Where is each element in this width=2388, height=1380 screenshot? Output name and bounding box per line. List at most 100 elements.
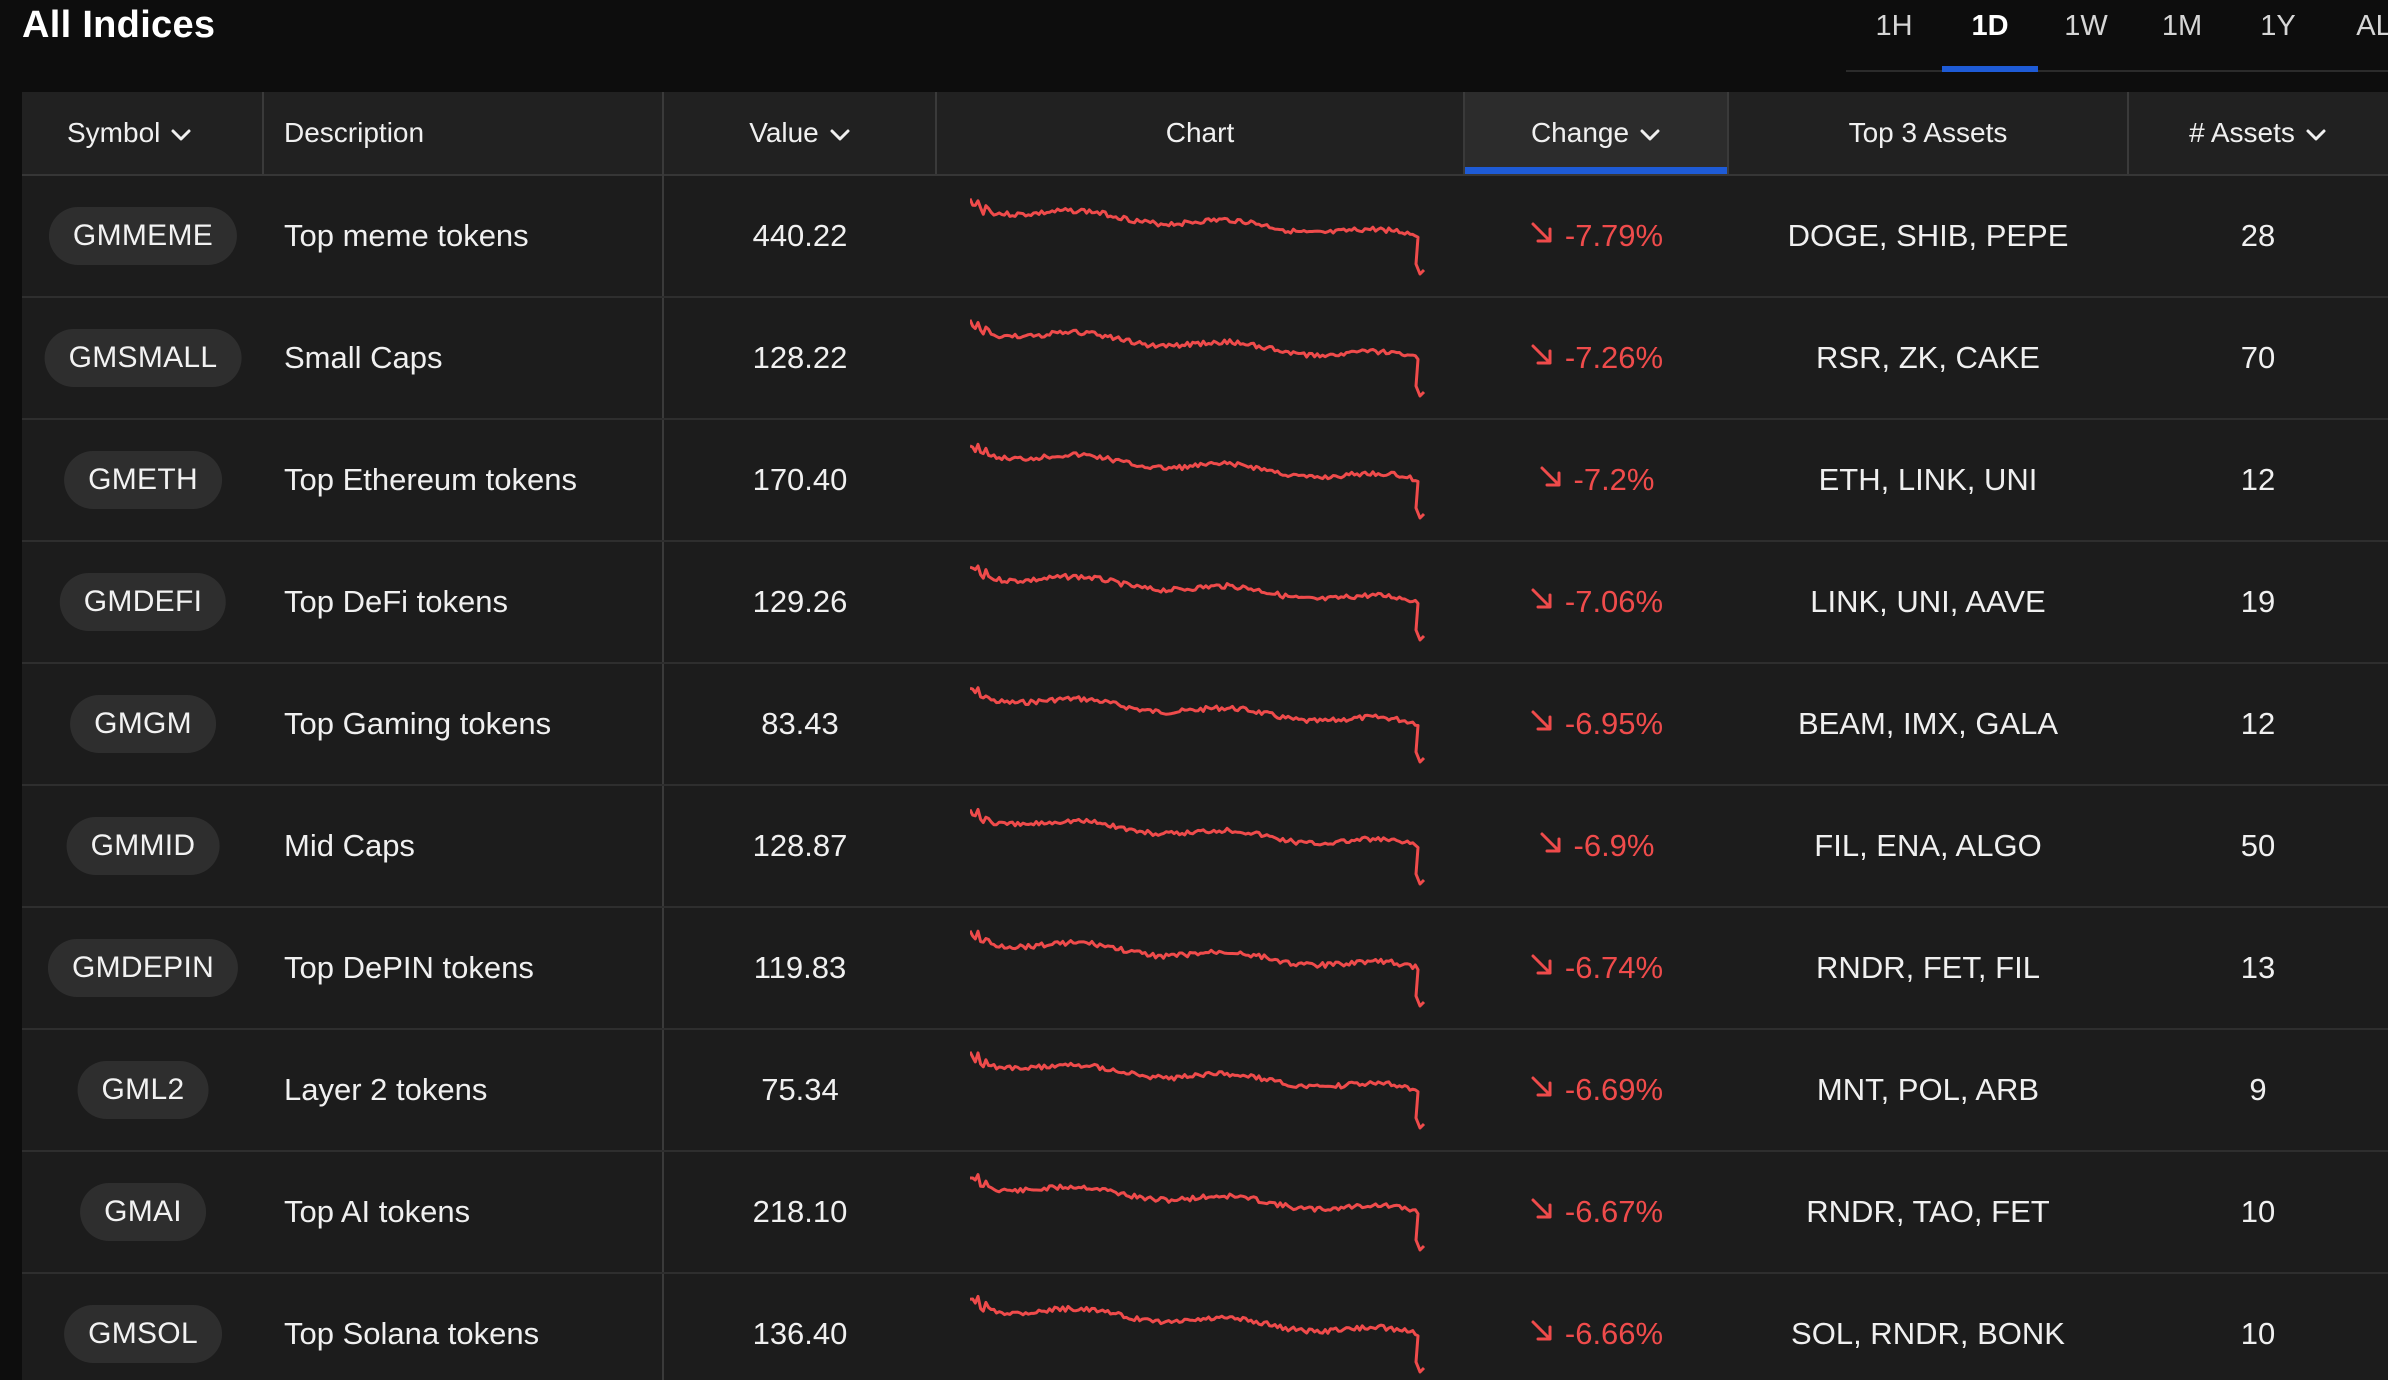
num-assets-cell: 12 <box>2240 462 2276 497</box>
top-assets-cell: RNDR, TAO, FET <box>1806 1194 2050 1229</box>
symbol-badge[interactable]: GMMEME <box>48 207 238 265</box>
sparkline-chart <box>970 1294 1426 1374</box>
top-assets-cell: RNDR, FET, FIL <box>1816 950 2040 985</box>
tab-al[interactable]: AL <box>2356 10 2388 42</box>
tab-1h[interactable]: 1H <box>1875 10 1913 42</box>
description-cell: Top meme tokens <box>284 218 529 253</box>
num-assets-cell: 10 <box>2240 1316 2276 1351</box>
change-value: -6.67% <box>1564 1194 1664 1229</box>
change-cell: -6.95% <box>1464 664 1728 784</box>
tab-1m[interactable]: 1M <box>2161 10 2203 42</box>
table-row[interactable]: GMMID Mid Caps 128.87 -6.9% FIL, ENA, AL… <box>22 786 2388 908</box>
num-assets-cell: 12 <box>2240 706 2276 741</box>
change-cell: -7.79% <box>1464 176 1728 296</box>
description-cell: Layer 2 tokens <box>284 1072 488 1107</box>
column-header-change[interactable]: Change <box>1464 92 1728 174</box>
arrow-down-right-icon <box>1529 176 1555 296</box>
arrow-down-right-icon <box>1529 1152 1555 1272</box>
tab-1d[interactable]: 1D <box>1942 0 2038 72</box>
top-assets-cell: DOGE, SHIB, PEPE <box>1787 218 2069 253</box>
column-divider <box>1463 92 1465 174</box>
table-row[interactable]: GMDEPIN Top DePIN tokens 119.83 -6.74% R… <box>22 908 2388 1030</box>
chevron-down-icon <box>2305 92 2327 174</box>
column-header-top-assets-label: Top 3 Assets <box>1848 117 2008 148</box>
symbol-badge[interactable]: GMDEFI <box>59 573 227 631</box>
description-cell: Top DePIN tokens <box>284 950 534 985</box>
symbol-badge[interactable]: GMSOL <box>64 1305 222 1363</box>
change-value: -7.06% <box>1564 584 1664 619</box>
symbol-badge[interactable]: GMDEPIN <box>47 939 239 997</box>
change-cell: -6.67% <box>1464 1152 1728 1272</box>
column-divider <box>1727 92 1729 174</box>
column-header-symbol[interactable]: Symbol <box>67 92 257 174</box>
chevron-down-icon <box>170 92 192 174</box>
tab-1w[interactable]: 1W <box>2064 10 2108 42</box>
column-header-num-assets[interactable]: # Assets <box>2128 92 2388 174</box>
column-header-num-assets-label: # Assets <box>2189 117 2295 148</box>
description-cell: Top AI tokens <box>284 1194 471 1229</box>
arrow-down-right-icon <box>1529 1274 1555 1380</box>
symbol-badge[interactable]: GMAI <box>80 1183 206 1241</box>
top-assets-cell: LINK, UNI, AAVE <box>1810 584 2046 619</box>
table-row[interactable]: GMSOL Top Solana tokens 136.40 -6.66% SO… <box>22 1274 2388 1380</box>
top-assets-cell: FIL, ENA, ALGO <box>1814 828 2042 863</box>
description-cell: Mid Caps <box>284 828 415 863</box>
change-value: -6.74% <box>1564 950 1664 985</box>
num-assets-cell: 13 <box>2240 950 2276 985</box>
symbol-badge[interactable]: GMMID <box>66 817 220 875</box>
symbol-badge[interactable]: GMGM <box>70 695 216 753</box>
sparkline-chart <box>970 198 1426 276</box>
value-cell: 83.43 <box>761 706 839 741</box>
value-cell: 75.34 <box>761 1072 839 1107</box>
num-assets-cell: 19 <box>2240 584 2276 619</box>
table-row[interactable]: GMSMALL Small Caps 128.22 -7.26% RSR, ZK… <box>22 298 2388 420</box>
value-cell: 129.26 <box>752 584 848 619</box>
column-divider <box>662 92 664 1380</box>
change-value: -7.2% <box>1573 462 1655 497</box>
column-header-value[interactable]: Value <box>664 92 936 174</box>
num-assets-cell: 70 <box>2240 340 2276 375</box>
num-assets-cell: 10 <box>2240 1194 2276 1229</box>
symbol-badge[interactable]: GMETH <box>64 451 222 509</box>
symbol-badge[interactable]: GML2 <box>77 1061 209 1119</box>
sparkline-chart <box>970 1173 1426 1252</box>
sparkline-chart <box>970 319 1426 398</box>
value-cell: 128.87 <box>752 828 848 863</box>
symbol-badge[interactable]: GMSMALL <box>44 329 242 387</box>
description-cell: Top Gaming tokens <box>284 706 552 741</box>
change-cell: -7.2% <box>1464 420 1728 540</box>
change-value: -6.9% <box>1573 828 1655 863</box>
table-row[interactable]: GMGM Top Gaming tokens 83.43 -6.95% BEAM… <box>22 664 2388 786</box>
column-header-description-label: Description <box>284 117 425 148</box>
table-row[interactable]: GMAI Top AI tokens 218.10 -6.67% RNDR, T… <box>22 1152 2388 1274</box>
table-row[interactable]: GMDEFI Top DeFi tokens 129.26 -7.06% LIN… <box>22 542 2388 664</box>
table-row[interactable]: GMETH Top Ethereum tokens 170.40 -7.2% E… <box>22 420 2388 542</box>
column-divider <box>2127 92 2129 174</box>
description-cell: Top Ethereum tokens <box>284 462 577 497</box>
description-cell: Top DeFi tokens <box>284 584 508 619</box>
description-cell: Top Solana tokens <box>284 1316 540 1351</box>
table-row[interactable]: GMMEME Top meme tokens 440.22 -7.79% DOG… <box>22 176 2388 298</box>
value-cell: 440.22 <box>752 218 848 253</box>
value-cell: 170.40 <box>752 462 848 497</box>
tab-1y[interactable]: 1Y <box>2260 10 2296 42</box>
arrow-down-right-icon <box>1529 908 1555 1028</box>
change-cell: -6.69% <box>1464 1030 1728 1150</box>
value-cell: 136.40 <box>752 1316 848 1351</box>
column-divider <box>262 92 264 174</box>
column-header-change-label: Change <box>1530 117 1630 148</box>
timeframe-tabs: 1H 1D 1W 1M 1Y AL <box>1846 0 2388 72</box>
change-cell: -7.06% <box>1464 542 1728 662</box>
arrow-down-right-icon <box>1529 298 1555 418</box>
chevron-down-icon <box>1639 92 1661 174</box>
num-assets-cell: 28 <box>2240 218 2276 253</box>
change-cell: -6.9% <box>1464 786 1728 906</box>
table-row[interactable]: GML2 Layer 2 tokens 75.34 -6.69% MNT, PO… <box>22 1030 2388 1152</box>
column-divider <box>935 92 937 174</box>
value-cell: 218.10 <box>752 1194 848 1229</box>
column-header-description[interactable]: Description <box>284 92 684 174</box>
tabs-divider <box>1846 70 2388 72</box>
column-header-chart: Chart <box>936 92 1464 174</box>
sparkline-chart <box>970 807 1426 886</box>
sparkline-chart <box>970 564 1426 642</box>
